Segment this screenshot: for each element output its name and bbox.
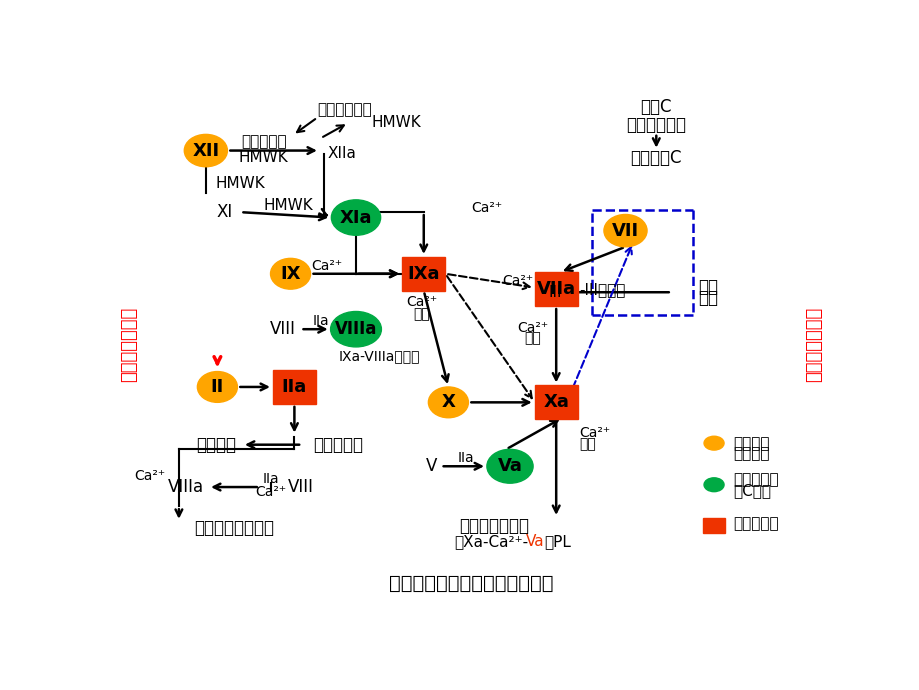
Text: IIa: IIa [281,378,307,396]
Ellipse shape [703,436,723,450]
Text: HMWK: HMWK [263,199,312,213]
Text: Va: Va [525,534,543,549]
Text: （Xa-Ca²⁺-: （Xa-Ca²⁺- [454,534,528,549]
FancyBboxPatch shape [402,257,445,290]
Text: 血管内皮细胞: 血管内皮细胞 [626,116,686,134]
Text: IIa: IIa [312,314,329,328]
Text: 纤维蛋白原: 纤维蛋白原 [313,435,363,454]
Text: IIa: IIa [458,451,474,465]
Text: 损伤: 损伤 [698,289,718,308]
Text: Ca²⁺: Ca²⁺ [579,426,610,440]
Text: Ca²⁺: Ca²⁺ [311,259,342,273]
Text: XI: XI [216,203,233,221]
Text: Va: Va [497,457,522,475]
FancyBboxPatch shape [702,518,724,533]
Text: XII: XII [192,141,219,159]
FancyBboxPatch shape [534,386,577,420]
Text: 可被活性蛋: 可被活性蛋 [732,473,778,488]
Text: 磷脂: 磷脂 [524,331,541,346]
Text: 纤维蛋白: 纤维蛋白 [197,435,236,454]
Text: Ca²⁺: Ca²⁺ [517,321,548,335]
Text: 磷脂: 磷脂 [413,307,429,321]
Text: X: X [441,393,455,411]
Text: 凝血酶原激活物: 凝血酶原激活物 [460,517,529,535]
Ellipse shape [603,215,646,247]
Text: HMWK: HMWK [238,150,289,165]
Text: 口服抗凝: 口服抗凝 [732,435,769,451]
Ellipse shape [184,135,227,167]
Ellipse shape [428,387,468,417]
FancyBboxPatch shape [534,273,577,306]
Text: XIIa: XIIa [327,146,356,161]
FancyBboxPatch shape [273,370,315,404]
Text: IIa: IIa [263,473,279,486]
Text: 磷脂: 磷脂 [579,437,596,452]
Text: Ca²⁺: Ca²⁺ [502,275,532,288]
Ellipse shape [486,449,532,483]
Text: HMWK: HMWK [371,115,421,130]
Text: 外源性凝血系统: 外源性凝血系统 [804,307,823,382]
Text: 活性蛋白C: 活性蛋白C [630,149,681,167]
Text: HMWK: HMWK [216,176,266,191]
Ellipse shape [331,200,380,235]
Ellipse shape [270,258,311,289]
Text: III: III [548,285,562,299]
Text: 交联纤维蛋白凝块: 交联纤维蛋白凝块 [194,519,274,537]
Text: -III复合物: -III复合物 [579,282,625,297]
Text: V: V [425,457,437,475]
Text: VIIa: VIIa [536,280,575,298]
Text: 前激肽释放酶: 前激肽释放酶 [317,102,371,117]
Text: IXa: IXa [407,265,439,283]
Text: II: II [210,378,224,396]
Ellipse shape [330,311,381,347]
Text: VIIIa: VIIIa [167,478,203,496]
Text: 激肽释放酶: 激肽释放酶 [241,134,286,149]
Text: Ca²⁺: Ca²⁺ [255,484,287,499]
Text: 组织: 组织 [698,278,718,296]
Text: VII: VII [611,221,639,239]
Text: VIII: VIII [288,478,314,496]
Text: VIII: VIII [269,320,296,338]
Text: Xa: Xa [543,393,569,411]
Text: 内源性凝血系统: 内源性凝血系统 [120,307,139,382]
Text: Ca²⁺: Ca²⁺ [134,469,165,482]
Text: Ca²⁺: Ca²⁺ [405,295,437,309]
Text: 凝血过程及抗凝血药的作用靶点: 凝血过程及抗凝血药的作用靶点 [389,574,553,593]
Text: Ca²⁺: Ca²⁺ [471,201,502,215]
Text: 药作用点: 药作用点 [732,446,769,462]
Text: VIIIa: VIIIa [335,320,377,338]
Ellipse shape [703,477,723,492]
Text: ）PL: ）PL [543,534,570,549]
Text: 肝素作用点: 肝素作用点 [732,515,778,531]
Text: IX: IX [280,265,301,283]
Ellipse shape [198,371,237,402]
Text: XIa: XIa [339,208,372,226]
Text: IXa-VIIIa复合物: IXa-VIIIa复合物 [338,349,419,363]
Text: 蛋白C: 蛋白C [640,99,671,117]
Text: 白C下调: 白C下调 [732,484,770,498]
